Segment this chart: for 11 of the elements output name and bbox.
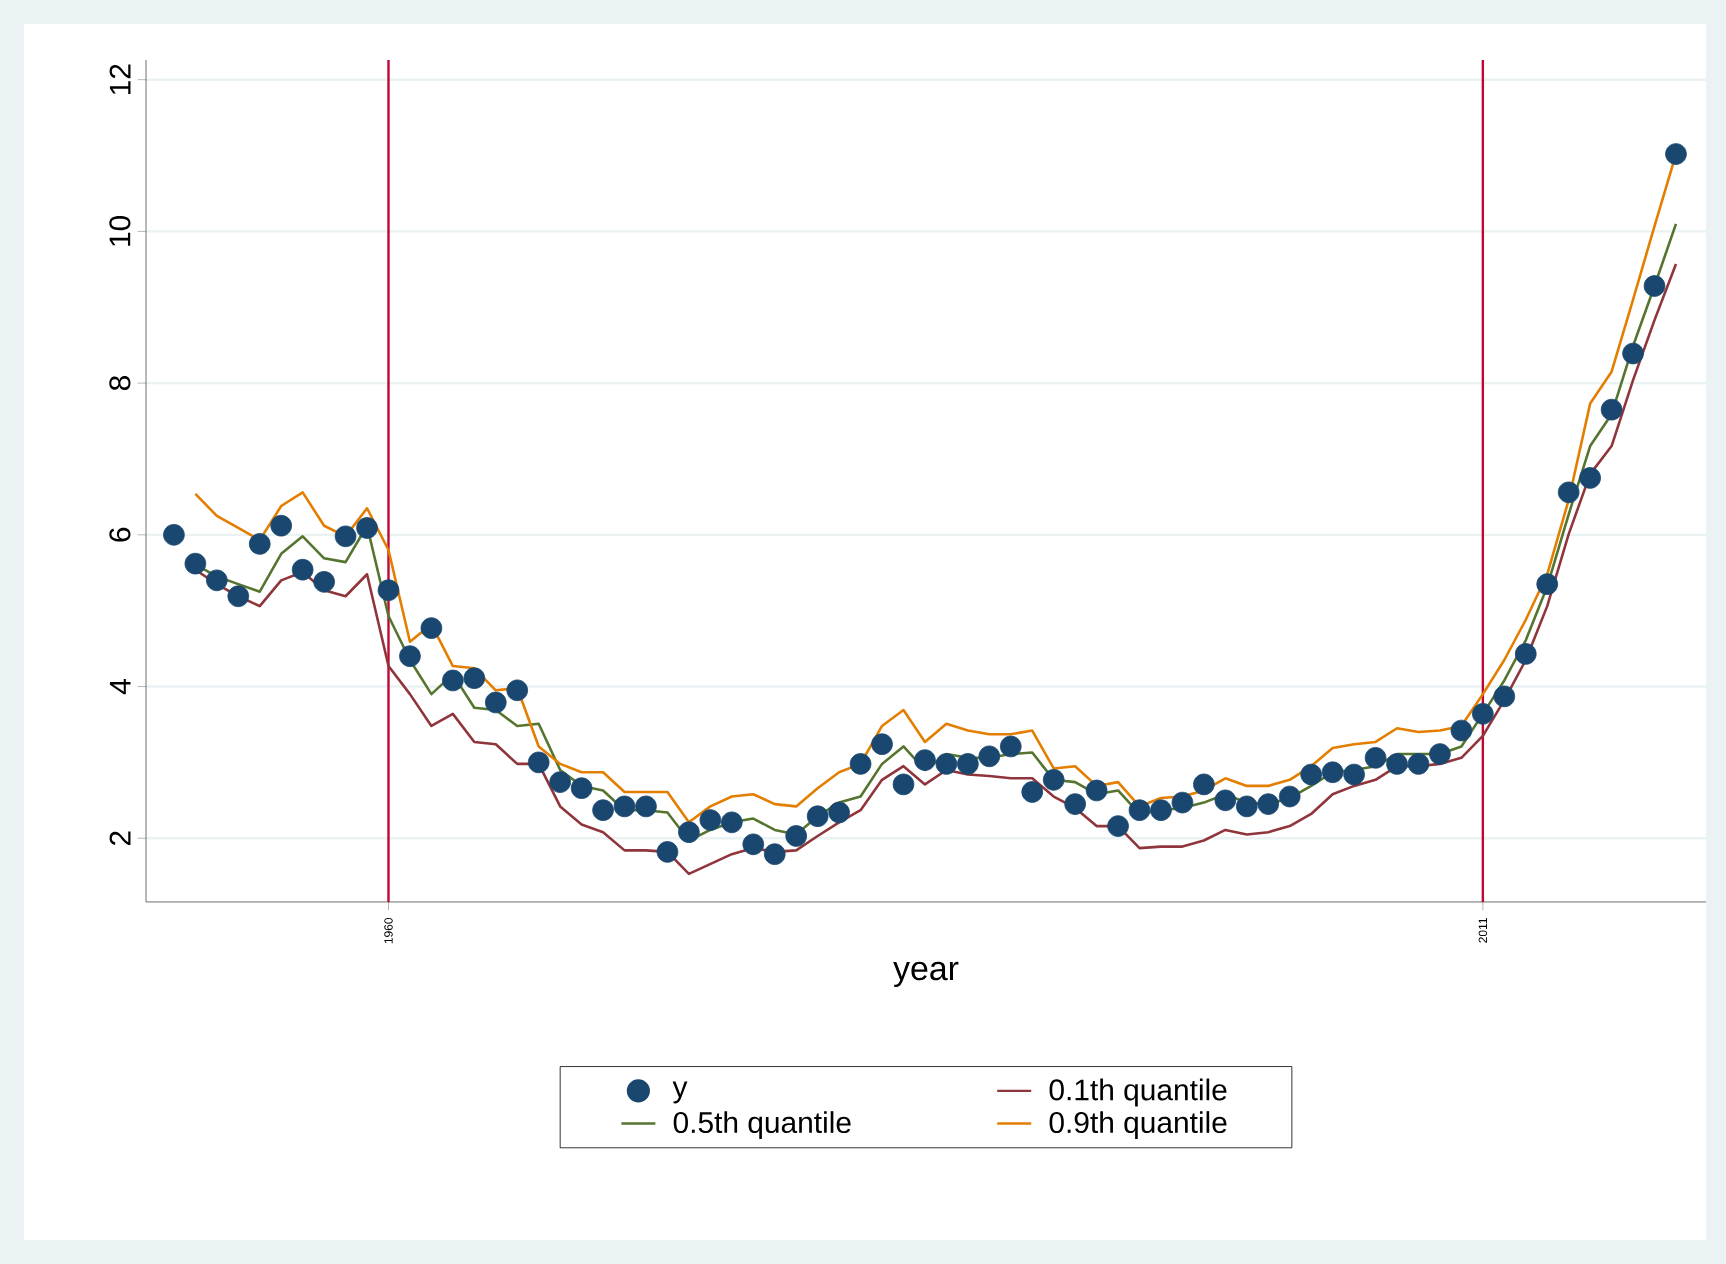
legend-label: 0.5th quantile xyxy=(673,1111,851,1140)
y-tick-label: 8 xyxy=(109,376,131,391)
x-axis-title: year xyxy=(893,961,959,988)
y-tick-label: 10 xyxy=(109,215,131,246)
y-tick-label: 4 xyxy=(109,679,131,695)
legend-label: 0.9th quantile xyxy=(1049,1111,1227,1140)
y-tick-label: 12 xyxy=(109,64,131,95)
legend-label: y xyxy=(672,1081,688,1104)
y-tick-label: 2 xyxy=(109,831,131,846)
legend-label: 0.1th quantile xyxy=(1049,1078,1227,1107)
y-tick-label: 6 xyxy=(109,527,131,542)
